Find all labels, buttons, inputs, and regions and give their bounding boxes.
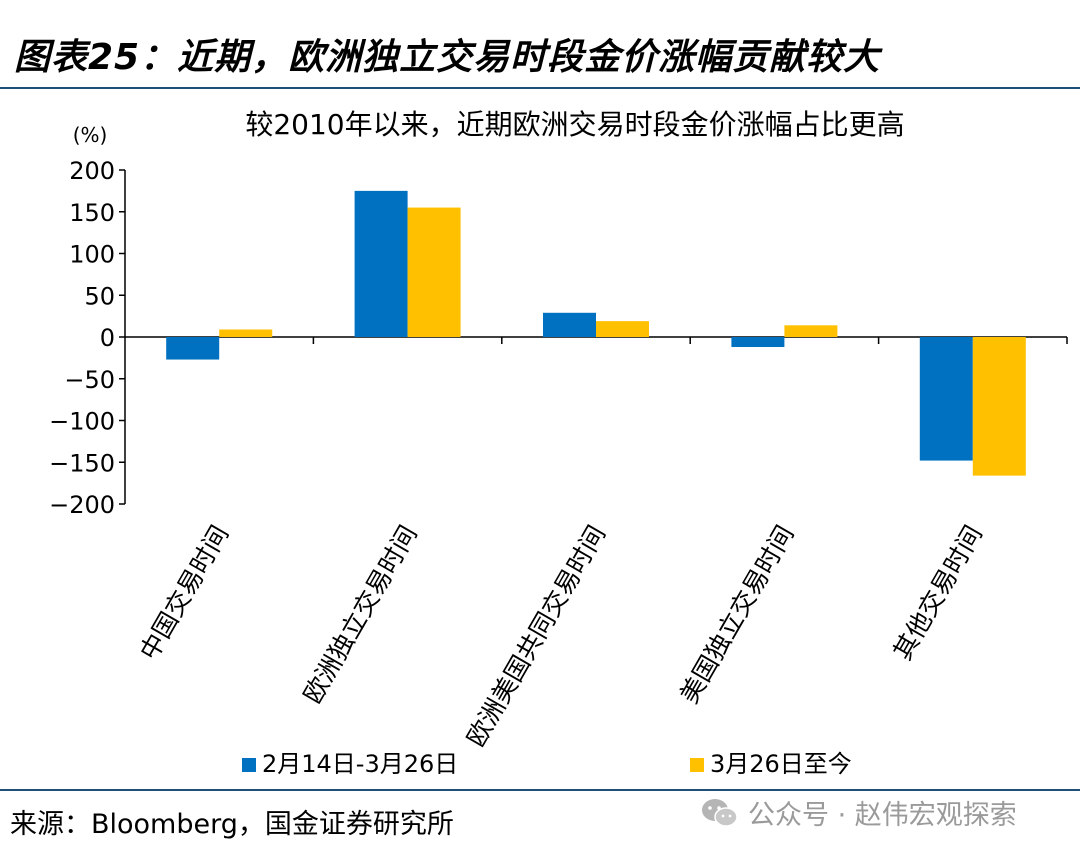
- bar-1: [166, 337, 220, 360]
- y-tick-label: 50: [84, 282, 115, 310]
- x-category-label: 欧洲独立交易时间: [298, 521, 423, 709]
- chart-title: 较2010年以来，近期欧洲交易时段金价涨幅占比更高: [245, 108, 904, 141]
- bar-1: [543, 312, 596, 337]
- legend-label-1: 2月14日-3月26日: [262, 750, 458, 778]
- x-category-label: 欧洲美国共同交易时间: [461, 521, 611, 752]
- bar-2: [972, 337, 1026, 476]
- bar-1: [354, 190, 408, 337]
- bar-2: [596, 321, 649, 337]
- top-rule: [0, 87, 1080, 89]
- legend-label-2: 3月26日至今: [710, 750, 852, 778]
- source-note: 来源：Bloomberg，国金证券研究所: [10, 809, 454, 840]
- figure-title: 图表25：近期，欧洲独立交易时段金价涨幅贡献较大: [14, 37, 881, 78]
- legend-swatch-1: [242, 758, 256, 772]
- bar-1: [731, 337, 785, 348]
- watermark: 公众号 · 赵伟宏观探索: [700, 793, 1017, 832]
- legend-swatch-2: [690, 758, 704, 772]
- bar-2: [784, 325, 838, 337]
- x-category-label: 美国独立交易时间: [674, 521, 799, 709]
- x-category-label: 其他交易时间: [888, 521, 988, 665]
- y-tick-label: −150: [49, 449, 115, 477]
- y-tick-label: 100: [69, 241, 115, 269]
- bar-chart: 较2010年以来，近期欧洲交易时段金价涨幅占比更高 (%) 200 150 100 50 0…: [49, 108, 1068, 778]
- wechat-icon: [702, 798, 738, 827]
- x-category-label: 中国交易时间: [134, 521, 234, 665]
- y-axis-unit-label: (%): [73, 123, 108, 147]
- bar-2: [407, 207, 461, 337]
- y-tick-label: 200: [69, 157, 115, 185]
- y-tick-label: −200: [49, 491, 115, 519]
- y-tick-label: 150: [69, 199, 115, 227]
- bar-1: [919, 337, 973, 461]
- y-tick-label: −50: [64, 366, 115, 394]
- bar-2: [219, 329, 273, 337]
- watermark-text: 公众号 · 赵伟宏观探索: [748, 800, 1017, 831]
- y-tick-label: −100: [49, 408, 115, 436]
- bottom-rule: [0, 789, 1080, 791]
- y-tick-label: 0: [100, 324, 115, 352]
